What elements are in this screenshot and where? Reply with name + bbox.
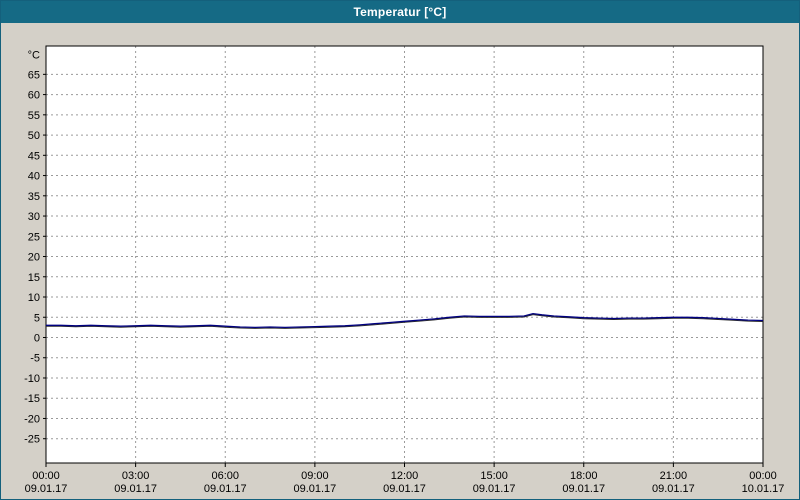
svg-text:40: 40 bbox=[28, 171, 40, 183]
window-titlebar: Temperatur [°C] bbox=[1, 1, 799, 23]
svg-text:00:00: 00:00 bbox=[749, 470, 777, 482]
svg-text:35: 35 bbox=[28, 191, 40, 203]
svg-text:10: 10 bbox=[28, 292, 40, 304]
svg-text:15: 15 bbox=[28, 272, 40, 284]
svg-text:00:00: 00:00 bbox=[32, 470, 60, 482]
chart-canvas: 65605550454035302520151050-5-10-15-20-25… bbox=[24, 45, 785, 495]
temperature-chart: 65 60 55 50 45 40 35 30 25 20 15 10 5 0 -5 -10 -15 -20 -25… bbox=[1, 23, 799, 500]
svg-text:10.01.17: 10.01.17 bbox=[742, 483, 785, 495]
svg-text:09.01.17: 09.01.17 bbox=[114, 483, 157, 495]
svg-text:-5: -5 bbox=[30, 353, 40, 365]
svg-text:18:00: 18:00 bbox=[570, 470, 598, 482]
svg-text:-10: -10 bbox=[24, 373, 40, 385]
window-title: Temperatur [°C] bbox=[353, 5, 447, 19]
svg-text:09.01.17: 09.01.17 bbox=[652, 483, 695, 495]
svg-text:65: 65 bbox=[28, 69, 40, 81]
svg-text:0: 0 bbox=[34, 332, 40, 344]
svg-text:09.01.17: 09.01.17 bbox=[473, 483, 516, 495]
svg-text:-20: -20 bbox=[24, 413, 40, 425]
svg-text:60: 60 bbox=[28, 90, 40, 102]
svg-text:06:00: 06:00 bbox=[211, 470, 239, 482]
svg-text:09.01.17: 09.01.17 bbox=[562, 483, 605, 495]
svg-text:15:00: 15:00 bbox=[480, 470, 508, 482]
svg-text:°C: °C bbox=[28, 49, 40, 61]
svg-text:09.01.17: 09.01.17 bbox=[25, 483, 68, 495]
svg-text:09.01.17: 09.01.17 bbox=[383, 483, 426, 495]
svg-text:-25: -25 bbox=[24, 434, 40, 446]
svg-text:03:00: 03:00 bbox=[122, 470, 150, 482]
svg-text:30: 30 bbox=[28, 211, 40, 223]
svg-text:50: 50 bbox=[28, 130, 40, 142]
svg-text:-15: -15 bbox=[24, 393, 40, 405]
svg-text:25: 25 bbox=[28, 231, 40, 243]
svg-text:5: 5 bbox=[34, 312, 40, 324]
svg-text:55: 55 bbox=[28, 110, 40, 122]
svg-text:09.01.17: 09.01.17 bbox=[293, 483, 336, 495]
svg-text:45: 45 bbox=[28, 150, 40, 162]
svg-text:21:00: 21:00 bbox=[660, 470, 688, 482]
svg-text:09.01.17: 09.01.17 bbox=[204, 483, 247, 495]
svg-text:09:00: 09:00 bbox=[301, 470, 329, 482]
svg-text:12:00: 12:00 bbox=[391, 470, 419, 482]
svg-text:20: 20 bbox=[28, 252, 40, 264]
